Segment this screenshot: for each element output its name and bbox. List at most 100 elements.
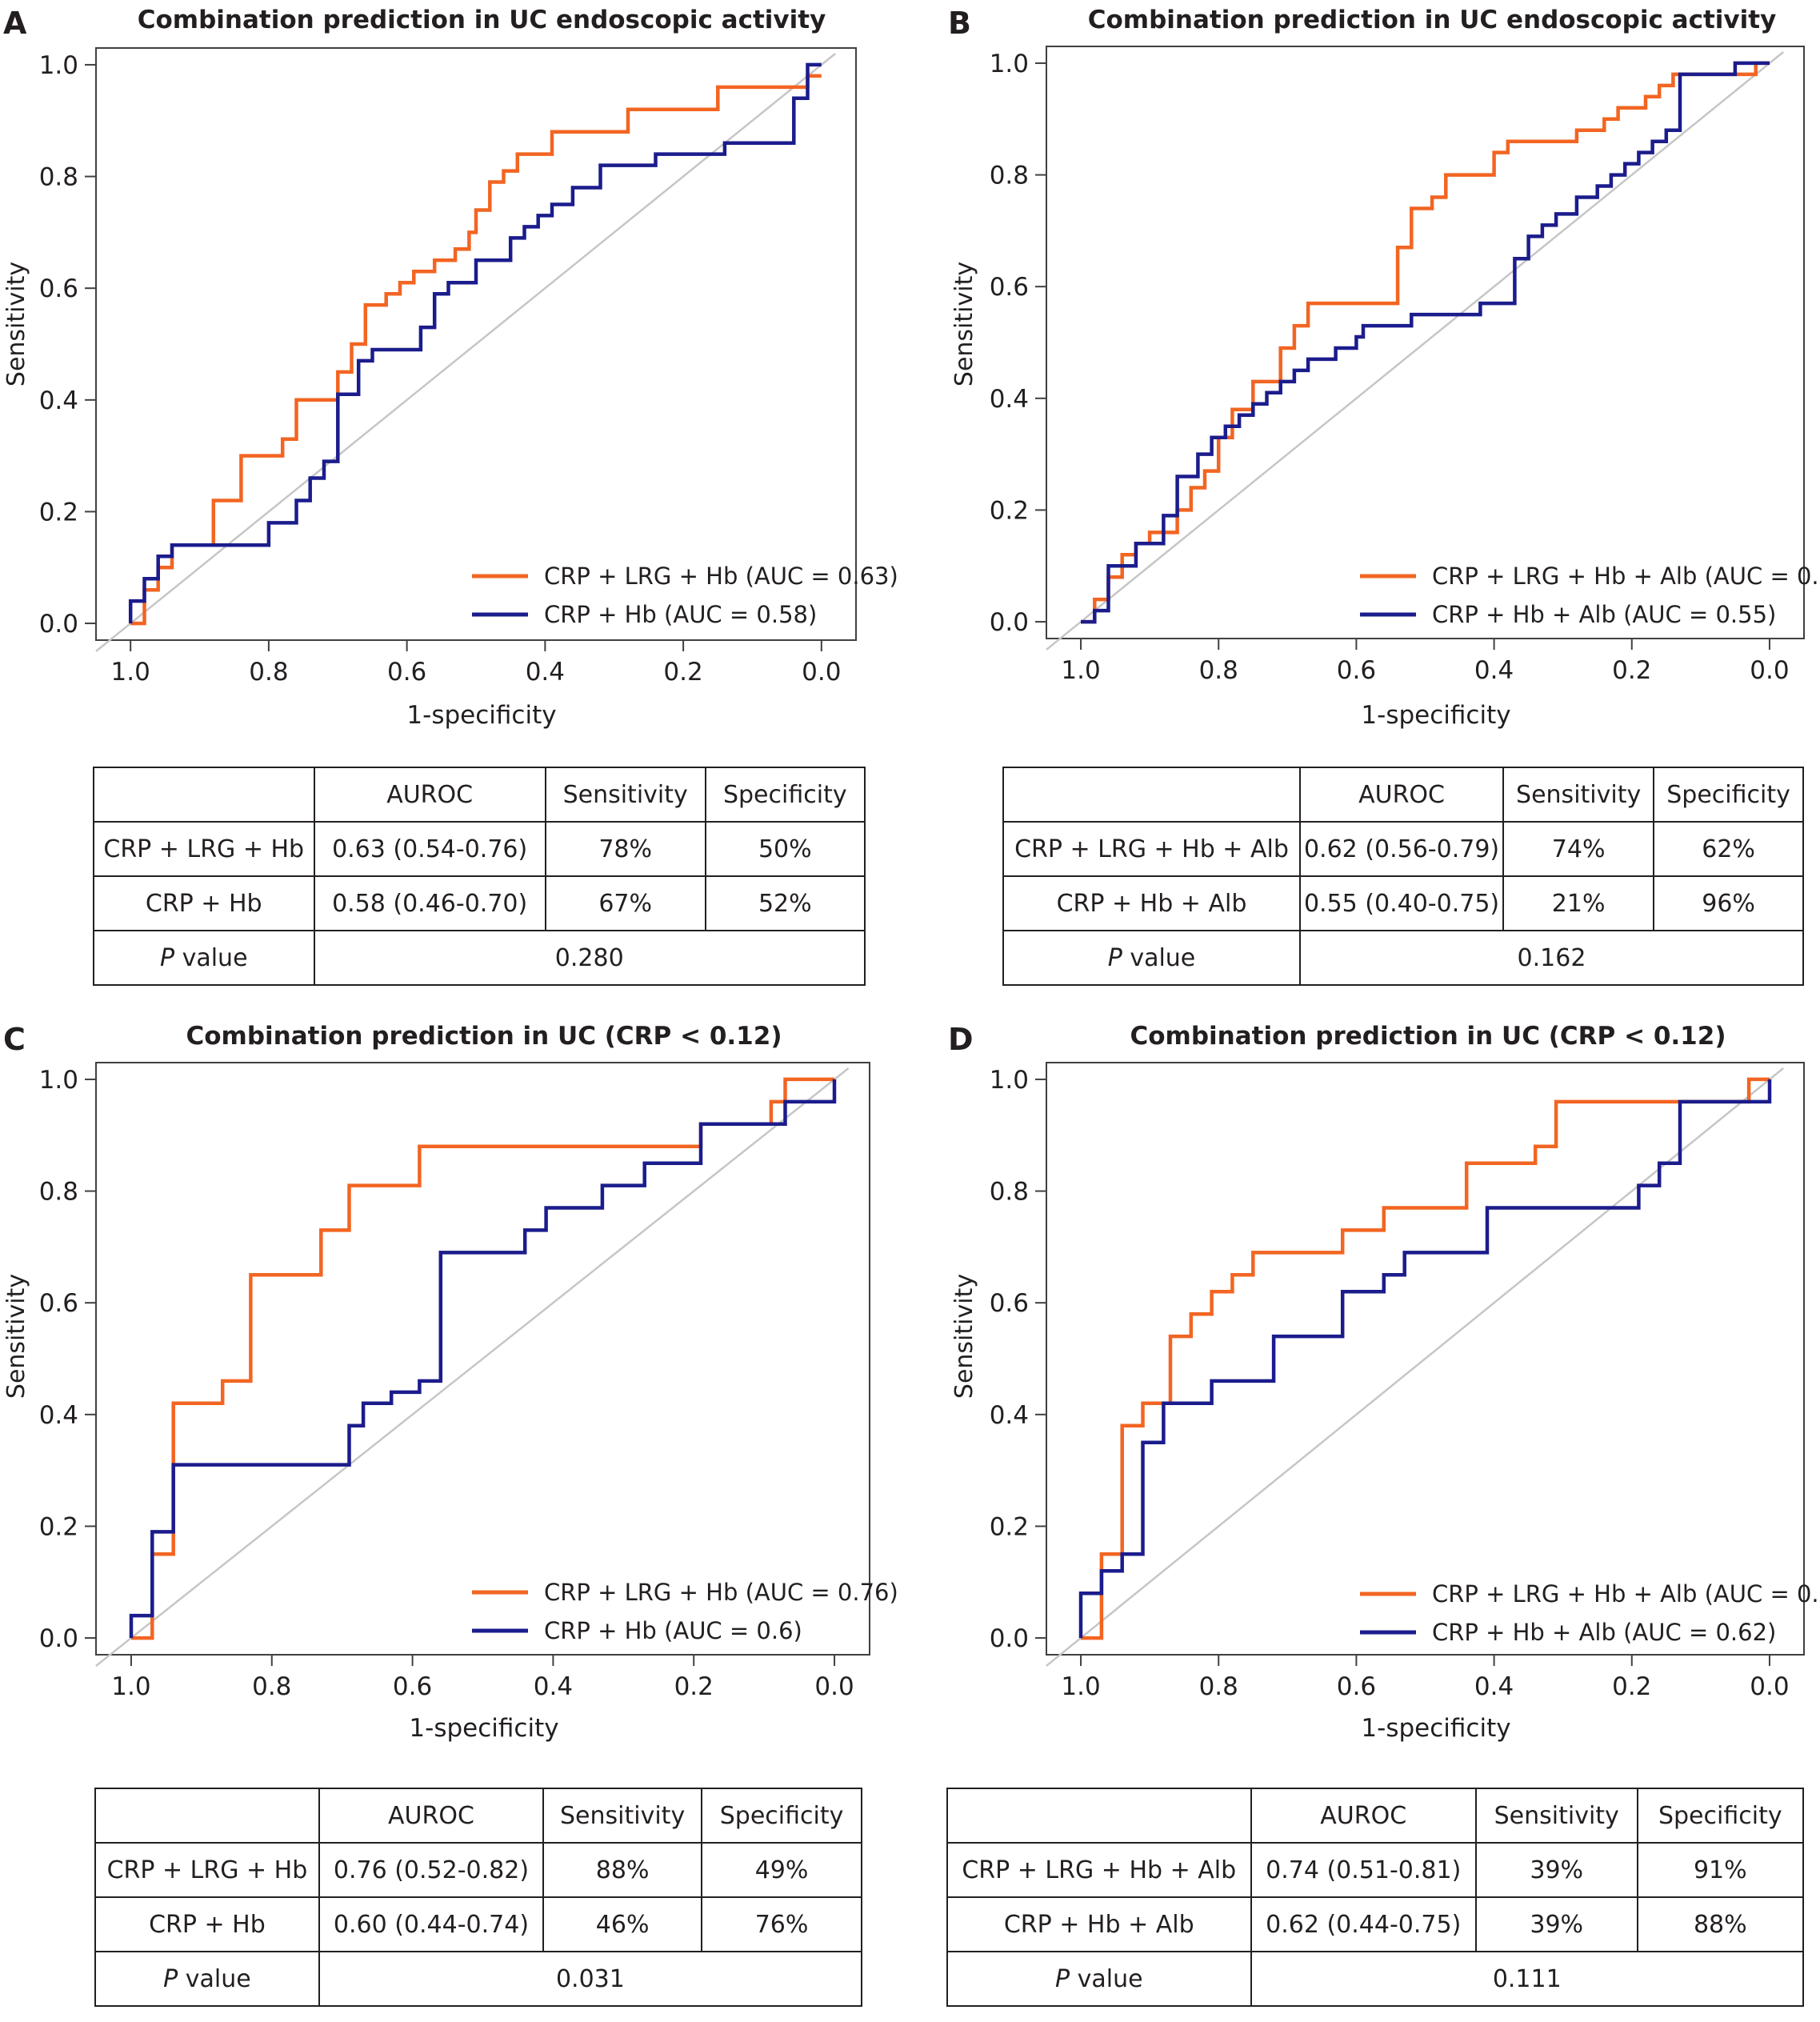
legend-label: CRP + LRG + Hb (AUC = 0.63) xyxy=(544,563,898,590)
y-tick-label: 0.8 xyxy=(39,1178,78,1207)
auroc-value: 0.74 (0.51-0.81) xyxy=(1250,1842,1477,1898)
panel-letter: D xyxy=(948,1022,974,1057)
y-tick-label: 0.6 xyxy=(990,1289,1029,1318)
header-sensitivity: Sensitivity xyxy=(1502,767,1655,823)
legend-label: CRP + Hb + Alb (AUC = 0.62) xyxy=(1432,1619,1776,1646)
header-empty xyxy=(946,1788,1252,1844)
x-tick-label: 0.8 xyxy=(252,1672,291,1701)
roc-curve-blue xyxy=(1081,61,1770,624)
specificity-value: 91% xyxy=(1636,1842,1805,1898)
roc-chart-a: A Combination prediction in UC endoscopi… xyxy=(2,6,898,730)
x-axis-label: 1-specificity xyxy=(409,1714,558,1743)
p-value-row: P value 0.162 xyxy=(1002,930,1805,986)
plot-frame xyxy=(1046,46,1805,639)
y-tick-label: 1.0 xyxy=(39,1066,78,1095)
sensitivity-value: 67% xyxy=(544,875,706,931)
table-row: CRP + Hb 0.58 (0.46-0.70) 67% 52% xyxy=(93,875,866,931)
reference-diagonal xyxy=(95,623,131,652)
y-tick-label: 0.0 xyxy=(990,608,1029,637)
sensitivity-value: 74% xyxy=(1502,821,1655,877)
x-tick-label: 0.4 xyxy=(534,1672,573,1701)
panel-a: A Combination prediction in UC endoscopi… xyxy=(0,0,904,1000)
x-tick-label: 0.2 xyxy=(1612,656,1651,685)
header-sensitivity: Sensitivity xyxy=(542,1788,703,1844)
table-header-row: AUROC Sensitivity Specificity xyxy=(94,1788,862,1844)
specificity-value: 96% xyxy=(1653,875,1804,931)
auroc-value: 0.63 (0.54-0.76) xyxy=(313,821,546,877)
x-tick-label: 0.6 xyxy=(1337,1672,1376,1701)
y-tick-label: 0.4 xyxy=(39,1401,78,1430)
specificity-value: 52% xyxy=(704,875,866,931)
y-tick-label: 1.0 xyxy=(39,51,78,80)
x-tick-label: 0.0 xyxy=(1750,1672,1789,1701)
reference-diagonal xyxy=(130,1067,850,1640)
y-tick-label: 0.2 xyxy=(39,498,78,527)
x-axis-label: 1-specificity xyxy=(406,701,556,730)
y-tick-label: 0.8 xyxy=(990,162,1029,190)
header-specificity: Specificity xyxy=(1653,767,1804,823)
y-tick-label: 0.4 xyxy=(39,386,78,415)
table-row: CRP + Hb + Alb 0.62 (0.44-0.75) 39% 88% xyxy=(946,1896,1805,1952)
roc-curve-orange xyxy=(1081,1077,1770,1640)
x-tick-label: 1.0 xyxy=(111,1672,150,1701)
header-sensitivity: Sensitivity xyxy=(1474,1788,1638,1844)
table-header-row: AUROC Sensitivity Specificity xyxy=(946,1788,1805,1844)
x-tick-label: 0.8 xyxy=(1199,656,1238,685)
table-row: CRP + Hb 0.60 (0.44-0.74) 46% 76% xyxy=(94,1896,862,1952)
panel-c: C Combination prediction in UC (CRP < 0.… xyxy=(0,1016,904,2016)
panel-letter: A xyxy=(3,6,27,41)
p-value: 0.280 xyxy=(313,930,866,986)
header-auroc: AUROC xyxy=(313,767,546,823)
auroc-value: 0.62 (0.44-0.75) xyxy=(1250,1896,1477,1952)
reference-diagonal xyxy=(130,53,836,625)
roc-curve-blue xyxy=(1078,1079,1772,1639)
stats-table-b: AUROC Sensitivity Specificity CRP + LRG … xyxy=(1002,767,1805,986)
table-row: CRP + LRG + Hb 0.63 (0.54-0.76) 78% 50% xyxy=(93,821,866,877)
y-tick-label: 0.0 xyxy=(39,610,78,639)
x-tick-label: 1.0 xyxy=(111,658,150,687)
x-tick-label: 0.0 xyxy=(814,1672,854,1701)
stats-table-c: AUROC Sensitivity Specificity CRP + LRG … xyxy=(94,1788,863,2007)
stats-table-a: AUROC Sensitivity Specificity CRP + LRG … xyxy=(93,767,866,986)
specificity-value: 50% xyxy=(704,821,866,877)
auroc-value: 0.62 (0.56-0.79) xyxy=(1298,821,1505,877)
y-tick-label: 0.6 xyxy=(39,274,78,303)
specificity-value: 76% xyxy=(701,1896,862,1952)
chart-marks: 0.0 0.2 0.4 0.6 0.8 1.0 1.0 0.8 0.6 0.4 0.2 0.0 CRP … xyxy=(990,46,1820,685)
auroc-value: 0.58 (0.46-0.70) xyxy=(313,875,546,931)
sensitivity-value: 46% xyxy=(542,1896,703,1952)
x-tick-label: 0.6 xyxy=(387,658,426,687)
x-tick-label: 0.8 xyxy=(1199,1672,1238,1701)
header-specificity: Specificity xyxy=(701,1788,862,1844)
x-tick-label: 0.6 xyxy=(393,1672,432,1701)
x-tick-label: 0.2 xyxy=(674,1672,714,1701)
reference-diagonal xyxy=(95,1637,132,1667)
y-tick-label: 0.8 xyxy=(39,163,78,192)
header-specificity: Specificity xyxy=(1636,1788,1805,1844)
y-tick-label: 0.8 xyxy=(990,1178,1029,1207)
table-row: CRP + Hb + Alb 0.55 (0.40-0.75) 21% 96% xyxy=(1002,875,1804,931)
table-row: CRP + LRG + Hb 0.76 (0.52-0.82) 88% 49% xyxy=(94,1842,862,1898)
specificity-value: 88% xyxy=(1636,1896,1805,1952)
header-empty xyxy=(94,1788,320,1844)
p-value-row: P value 0.280 xyxy=(93,930,866,986)
y-tick-label: 0.0 xyxy=(39,1624,78,1653)
p-value-label: P value xyxy=(1002,930,1301,986)
row-label: CRP + Hb xyxy=(93,875,315,931)
x-tick-label: 1.0 xyxy=(1061,656,1100,685)
x-tick-label: 0.6 xyxy=(1337,656,1376,685)
legend-label: CRP + Hb (AUC = 0.6) xyxy=(544,1617,802,1644)
header-auroc: AUROC xyxy=(318,1788,545,1844)
chart-title: Combination prediction in UC (CRP < 0.12… xyxy=(1130,1022,1726,1051)
header-sensitivity: Sensitivity xyxy=(544,767,706,823)
auroc-value: 0.76 (0.52-0.82) xyxy=(318,1842,545,1898)
row-label: CRP + LRG + Hb xyxy=(94,1842,320,1898)
p-value-row: P value 0.031 xyxy=(94,1951,863,2007)
panel-letter: C xyxy=(3,1022,26,1057)
y-tick-label: 0.6 xyxy=(39,1289,78,1318)
chart-title: Combination prediction in UC (CRP < 0.12… xyxy=(186,1022,782,1051)
chart-marks: 0.0 0.2 0.4 0.6 0.8 1.0 1.0 0.8 0.6 0.4 0.2 0.0 CRP … xyxy=(990,1062,1820,1701)
sensitivity-value: 39% xyxy=(1474,1842,1638,1898)
roc-chart-d: D Combination prediction in UC (CRP < 0.… xyxy=(948,1022,1820,1743)
legend-label: CRP + LRG + Hb + Alb (AUC = 0.62) xyxy=(1432,563,1820,590)
